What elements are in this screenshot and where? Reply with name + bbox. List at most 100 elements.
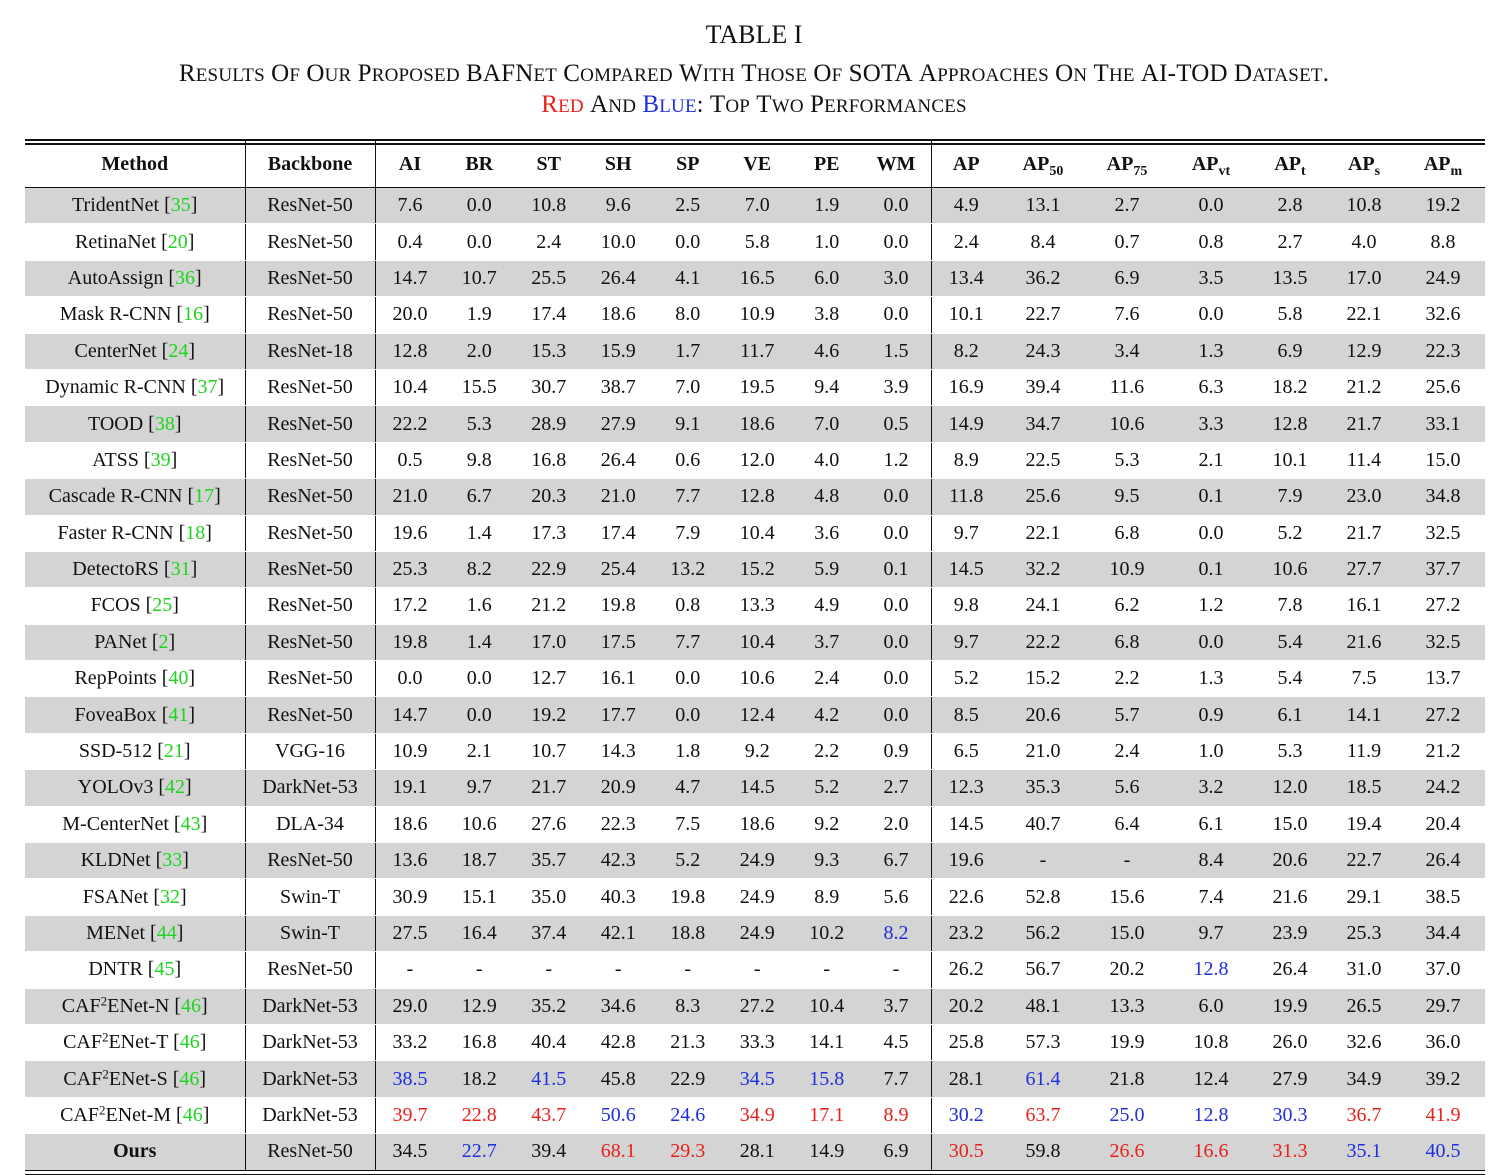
value-cell: 38.7 bbox=[583, 369, 653, 407]
method-cell: PANet [2] bbox=[25, 624, 245, 662]
value-cell: 16.5 bbox=[722, 260, 792, 298]
value-cell: 42.3 bbox=[583, 842, 653, 880]
value-cell: 7.7 bbox=[653, 478, 723, 516]
citation-link[interactable]: 20 bbox=[167, 230, 188, 253]
citation-link[interactable]: 25 bbox=[152, 594, 173, 617]
value-cell: 2.0 bbox=[861, 806, 931, 844]
citation-link[interactable]: 46 bbox=[182, 1103, 203, 1126]
table-row: ATSS [39] ResNet-50 0.5 9.8 16.8 26.4 0.6 12.0 4… bbox=[25, 442, 1485, 480]
citation-link[interactable]: 16 bbox=[183, 303, 204, 326]
value-cell: 26.2 bbox=[930, 951, 1001, 989]
citation-link[interactable]: 43 bbox=[180, 812, 201, 835]
value-cell: 20.0 bbox=[374, 296, 445, 334]
value-cell: 1.5 bbox=[861, 333, 931, 370]
citation-link[interactable]: 46 bbox=[179, 1031, 200, 1054]
value-cell: 22.3 bbox=[1401, 333, 1485, 370]
value-cell: - bbox=[1001, 842, 1085, 880]
header-apm: APm bbox=[1401, 141, 1485, 188]
value-cell: 52.8 bbox=[1001, 878, 1085, 916]
value-cell: 9.7 bbox=[930, 515, 1001, 552]
value-cell: 11.7 bbox=[722, 333, 792, 370]
value-cell: 3.6 bbox=[792, 515, 862, 552]
value-cell: 12.0 bbox=[722, 442, 792, 480]
table-row: SSD-512 [21] VGG-16 10.9 2.1 10.7 14.3 1.8 9.2 2… bbox=[25, 733, 1485, 771]
value-cell: 28.1 bbox=[930, 1060, 1001, 1098]
method-cell: M-CenterNet [43] bbox=[25, 806, 245, 844]
value-cell: 59.8 bbox=[1001, 1133, 1085, 1171]
value-cell: 25.3 bbox=[374, 551, 445, 589]
citation-link[interactable]: 37 bbox=[197, 376, 218, 399]
value-cell: 22.1 bbox=[1001, 515, 1085, 552]
value-cell: 31.3 bbox=[1253, 1133, 1327, 1171]
table-top-rule bbox=[25, 139, 1485, 141]
value-cell: 0.0 bbox=[861, 296, 931, 334]
value-cell: 25.6 bbox=[1401, 369, 1485, 407]
value-cell: 6.2 bbox=[1085, 587, 1169, 625]
backbone-cell: ResNet-50 bbox=[244, 842, 375, 880]
citation-link[interactable]: 39 bbox=[150, 448, 171, 471]
value-cell: 16.6 bbox=[1169, 1133, 1253, 1171]
value-cell: 4.9 bbox=[930, 187, 1001, 225]
backbone-cell: ResNet-18 bbox=[244, 333, 375, 370]
value-cell: 10.9 bbox=[1085, 551, 1169, 589]
value-cell: 3.4 bbox=[1085, 333, 1169, 370]
citation-link[interactable]: 46 bbox=[179, 1067, 200, 1090]
header-ai: AI bbox=[374, 141, 445, 188]
value-cell: 5.2 bbox=[792, 769, 862, 807]
citation-link[interactable]: 17 bbox=[194, 485, 215, 508]
method-cell: Mask R-CNN [16] bbox=[25, 296, 245, 334]
value-cell: 26.0 bbox=[1253, 1024, 1327, 1062]
value-cell: 0.0 bbox=[444, 696, 514, 734]
citation-link[interactable]: 33 bbox=[162, 849, 183, 872]
value-cell: 23.9 bbox=[1253, 915, 1327, 953]
citation-link[interactable]: 18 bbox=[185, 521, 206, 544]
citation-link[interactable]: 41 bbox=[168, 703, 189, 726]
citation-link[interactable]: 38 bbox=[154, 412, 175, 435]
value-cell: 5.2 bbox=[1253, 515, 1327, 552]
value-cell: 26.5 bbox=[1327, 988, 1401, 1025]
value-cell: 40.4 bbox=[514, 1024, 584, 1062]
citation-link[interactable]: 31 bbox=[170, 558, 191, 581]
value-cell: 0.0 bbox=[1169, 296, 1253, 334]
citation-link[interactable]: 46 bbox=[181, 994, 202, 1017]
backbone-cell: DarkNet-53 bbox=[244, 769, 375, 807]
value-cell: 5.4 bbox=[1253, 660, 1327, 698]
citation-link[interactable]: 45 bbox=[154, 958, 175, 981]
value-cell: 12.3 bbox=[930, 769, 1001, 807]
value-cell: 3.0 bbox=[861, 260, 931, 298]
value-cell: 11.9 bbox=[1327, 733, 1401, 771]
value-cell: 5.3 bbox=[1085, 442, 1169, 480]
value-cell: 16.8 bbox=[514, 442, 584, 480]
value-cell: 20.6 bbox=[1001, 696, 1085, 734]
value-cell: 6.9 bbox=[861, 1133, 931, 1171]
citation-link[interactable]: 35 bbox=[170, 194, 191, 217]
table-row: Mask R-CNN [16] ResNet-50 20.0 1.9 17.4 18.6 8… bbox=[25, 296, 1485, 334]
value-cell: 10.4 bbox=[374, 369, 445, 407]
value-cell: 42.1 bbox=[583, 915, 653, 953]
citation-link[interactable]: 36 bbox=[175, 266, 196, 289]
value-cell: 4.5 bbox=[861, 1024, 931, 1062]
value-cell: 1.0 bbox=[1169, 733, 1253, 771]
citation-link[interactable]: 21 bbox=[163, 740, 184, 763]
citation-link[interactable]: 42 bbox=[165, 776, 186, 799]
value-cell: 0.0 bbox=[861, 587, 931, 625]
value-cell: 6.9 bbox=[1085, 260, 1169, 298]
value-cell: 29.0 bbox=[374, 988, 445, 1025]
value-cell: 2.4 bbox=[1085, 733, 1169, 771]
citation-link[interactable]: 40 bbox=[168, 667, 189, 690]
header-ap75: AP75 bbox=[1085, 141, 1169, 188]
value-cell: 24.6 bbox=[653, 1097, 723, 1135]
value-cell: 34.8 bbox=[1401, 478, 1485, 516]
value-cell: 18.5 bbox=[1327, 769, 1401, 807]
value-cell: 12.8 bbox=[722, 478, 792, 516]
value-cell: 2.4 bbox=[930, 223, 1001, 261]
value-cell: 15.6 bbox=[1085, 878, 1169, 916]
citation-link[interactable]: 24 bbox=[168, 339, 189, 362]
citation-link[interactable]: 2 bbox=[158, 630, 169, 653]
value-cell: 13.2 bbox=[653, 551, 723, 589]
citation-link[interactable]: 32 bbox=[160, 885, 181, 908]
value-cell: 9.5 bbox=[1085, 478, 1169, 516]
table-row: Cascade R-CNN [17] ResNet-50 21.0 6.7 20.3 21… bbox=[25, 478, 1485, 516]
value-cell: 34.7 bbox=[1001, 405, 1085, 443]
citation-link[interactable]: 44 bbox=[156, 922, 177, 944]
